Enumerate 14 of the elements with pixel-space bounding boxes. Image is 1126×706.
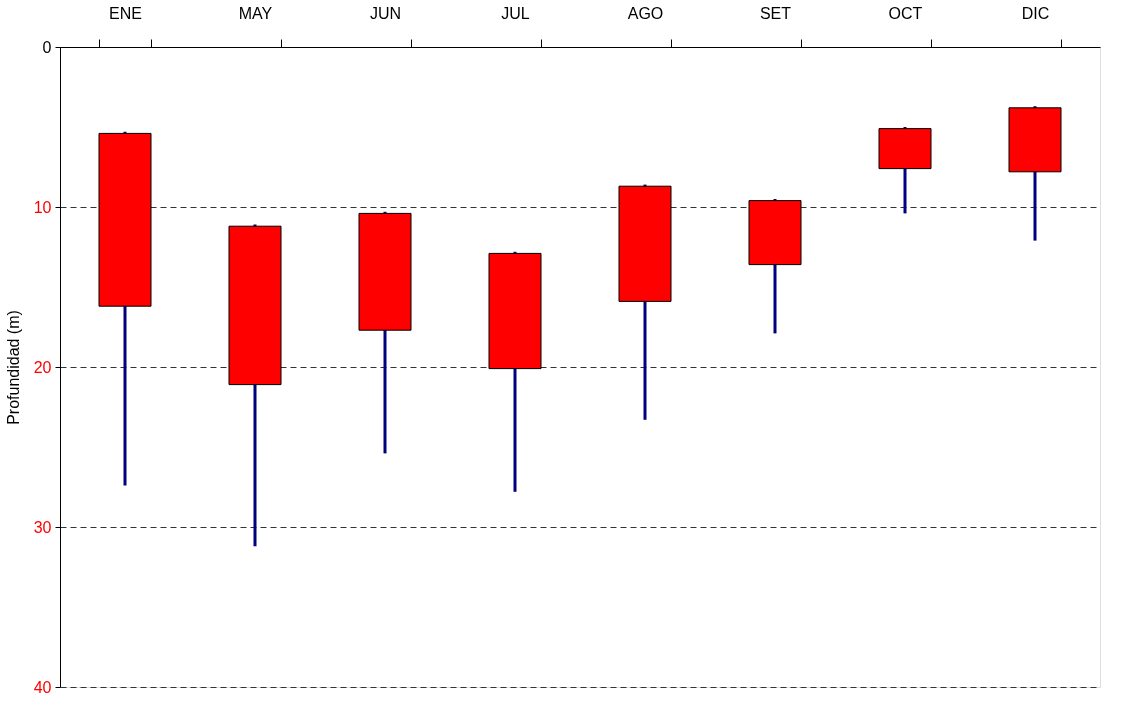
x-tick-label: MAY xyxy=(238,4,273,22)
x-tick-label: JUN xyxy=(369,4,402,22)
y-tick-label: 40 xyxy=(33,678,52,696)
y-tick-label: 20 xyxy=(33,358,52,376)
x-tick-label: JUL xyxy=(501,4,530,22)
x-tick-label: OCT xyxy=(888,4,923,22)
x-tick-label: ENE xyxy=(109,4,142,22)
y-tick-label: 10 xyxy=(33,198,52,216)
y-tick-label: 0 xyxy=(42,38,52,56)
x-tick-label: SET xyxy=(759,4,792,22)
y-tick-label: 30 xyxy=(33,518,52,536)
x-tick-label: DIC xyxy=(1021,4,1050,22)
x-tick-label: AGO xyxy=(627,4,664,22)
y-axis-title: Profundidad (m) xyxy=(4,310,22,425)
